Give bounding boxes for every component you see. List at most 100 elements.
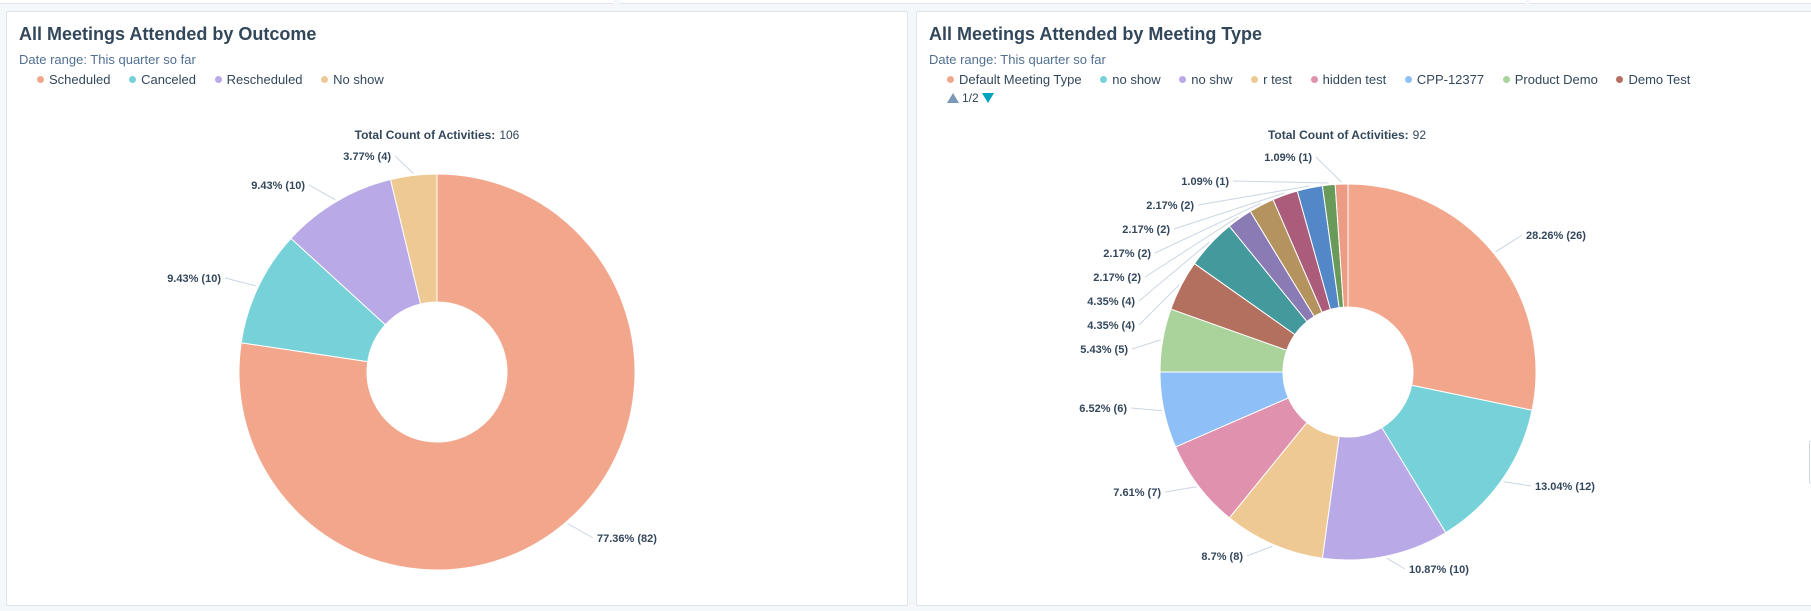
slice-other-7[interactable] (1334, 183, 1349, 308)
leader-line (1246, 545, 1273, 557)
total-count-value: 106 (499, 128, 519, 142)
legend: Scheduled Canceled Rescheduled No show (37, 70, 887, 89)
legend-label: no shw (1191, 72, 1233, 87)
data-label: 3.77% (4) (343, 151, 391, 163)
data-label: 7.61% (7) (1113, 487, 1161, 499)
data-label: 9.43% (10) (251, 180, 305, 192)
data-label: 8.7% (8) (1201, 551, 1243, 563)
data-label: 10.87% (10) (1409, 564, 1469, 576)
legend-label: no show (1112, 72, 1161, 87)
pager-text: 1/2 (962, 91, 979, 105)
slice-default-meeting-type[interactable] (1347, 183, 1537, 411)
scroll-handle[interactable] (1809, 440, 1811, 484)
legend-dot (947, 76, 954, 83)
legend-pager: 1/2 (947, 89, 1795, 108)
legend-item-hidden-test[interactable]: hidden test (1310, 70, 1387, 89)
data-label: 4.35% (4) (1087, 320, 1135, 332)
slice-rescheduled[interactable] (290, 178, 422, 326)
data-label: 2.17% (2) (1122, 224, 1170, 236)
legend-item-rescheduled[interactable]: Rescheduled (214, 70, 303, 89)
leader-line (1154, 202, 1261, 254)
legend: Default Meeting Type no show no shw r te… (947, 70, 1795, 108)
legend-label: Canceled (141, 72, 197, 87)
leader-line (1315, 156, 1342, 183)
slice-no-show[interactable] (389, 173, 438, 305)
legend-dot (1502, 76, 1510, 83)
leader-line (567, 523, 594, 539)
report-card-outcome: All Meetings Attended by Outcome Date ra… (6, 11, 908, 606)
legend-label: Product Demo (1514, 72, 1598, 87)
legend-dot (1100, 76, 1108, 83)
date-range: Date range: This quarter so far (19, 52, 196, 67)
card-title[interactable]: All Meetings Attended by Outcome (19, 24, 317, 44)
date-range: Date range: This quarter so far (929, 52, 1106, 67)
legend-item-product-demo[interactable]: Product Demo (1502, 70, 1598, 89)
legend-label: Scheduled (49, 72, 111, 87)
data-label: 6.52% (6) (1079, 403, 1127, 415)
data-label: 9.43% (10) (167, 273, 221, 285)
data-label: 77.36% (82) (597, 533, 657, 545)
donut-chart-meeting-type: Total Count of Activities: 92 28.26% (26)… (1079, 128, 1595, 576)
top-strip-right (1530, 0, 1811, 4)
slice-no-show[interactable] (1381, 384, 1533, 534)
leader-line (394, 155, 414, 174)
slice-no-shw[interactable] (1321, 426, 1447, 561)
total-count-label: Total Count of Activities: (355, 128, 496, 142)
legend-dot (1310, 76, 1318, 83)
leader-line (1386, 557, 1406, 570)
legend-dot (214, 76, 222, 83)
legend-item-demo-test[interactable]: Demo Test (1616, 70, 1690, 89)
page-up-icon[interactable] (947, 93, 959, 103)
leader-line (1138, 284, 1180, 326)
legend-item-canceled[interactable]: Canceled (129, 70, 196, 89)
legend-item-scheduled[interactable]: Scheduled (37, 70, 110, 89)
legend-dot (1404, 76, 1412, 83)
data-label: 1.09% (1) (1264, 152, 1312, 164)
data-label: 28.26% (26) (1526, 230, 1586, 242)
top-strip-left (0, 0, 613, 4)
donut-chart-outcome: Total Count of Activities: 106 77.36% (82… (167, 128, 657, 571)
total-count: Total Count of Activities: 92 (1268, 128, 1426, 142)
leader-line (1232, 180, 1329, 184)
total-count-label: Total Count of Activities: (1268, 128, 1409, 142)
data-label: 2.17% (2) (1103, 248, 1151, 260)
legend-item-default-meeting-type[interactable]: Default Meeting Type (947, 70, 1082, 89)
legend-item-cpp-12377[interactable]: CPP-12377 (1404, 70, 1485, 89)
total-count-value: 92 (1413, 128, 1427, 142)
data-label: 5.43% (5) (1080, 344, 1128, 356)
report-card-meeting-type: All Meetings Attended by Meeting Type Da… (916, 11, 1811, 606)
data-label: 2.17% (2) (1146, 200, 1194, 212)
top-strip-middle (620, 0, 1525, 4)
legend-label: No show (333, 72, 384, 87)
data-label: 1.09% (1) (1181, 176, 1229, 188)
legend-item-no-show[interactable]: no show (1100, 70, 1161, 89)
legend-item-no-show[interactable]: No show (321, 70, 384, 89)
data-label: 13.04% (12) (1535, 481, 1595, 493)
data-label: 4.35% (4) (1087, 296, 1135, 308)
legend-dot (37, 76, 44, 83)
data-label: 2.17% (2) (1093, 272, 1141, 284)
slice-scheduled[interactable] (238, 173, 636, 571)
legend-dot (1179, 76, 1187, 83)
card-title[interactable]: All Meetings Attended by Meeting Type (929, 24, 1263, 44)
legend-label: hidden test (1322, 72, 1387, 87)
legend-dot (1251, 76, 1259, 83)
leader-line (224, 277, 257, 287)
legend-dot (321, 76, 329, 83)
leader-line (1164, 486, 1197, 493)
legend-label: Demo Test (1628, 72, 1691, 87)
leader-line (1130, 407, 1163, 412)
legend-item-no-shw[interactable]: no shw (1179, 70, 1233, 89)
slice-canceled[interactable] (240, 237, 387, 363)
leader-line (1503, 481, 1532, 487)
total-count: Total Count of Activities: 106 (355, 128, 520, 142)
legend-dot (1616, 76, 1624, 83)
page-down-icon[interactable] (981, 93, 994, 103)
legend-label: r test (1263, 72, 1293, 87)
leader-line (1197, 185, 1310, 206)
legend-dot (129, 76, 137, 83)
legend-label: Default Meeting Type (959, 72, 1082, 87)
legend-label: CPP-12377 (1416, 72, 1485, 87)
legend-item-r-test[interactable]: r test (1251, 70, 1292, 89)
legend-label: Rescheduled (226, 72, 303, 87)
